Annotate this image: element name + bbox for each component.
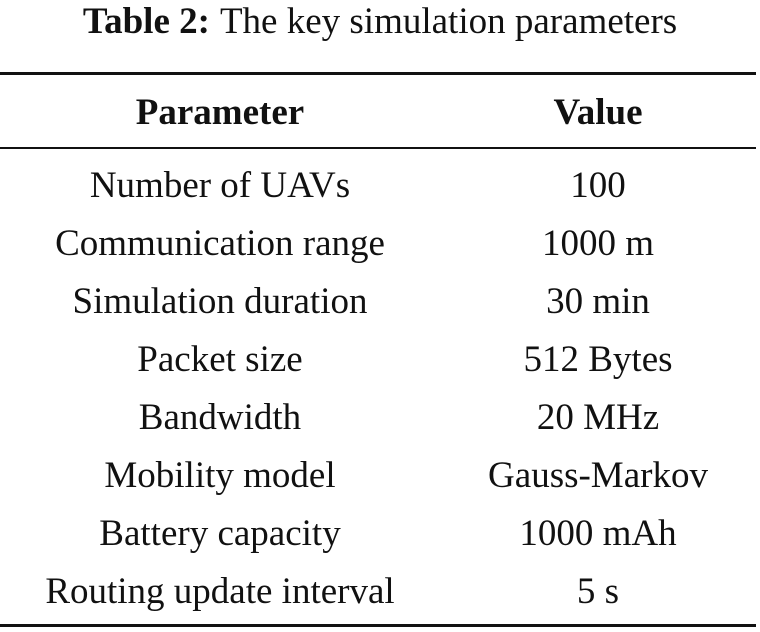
bottom-rule [0,624,756,627]
parameter-cell: Simulation duration [72,281,368,322]
table-row: Communication range 1000 m [0,215,756,273]
value-cell: Gauss-Markov [488,455,708,496]
parameter-cell: Packet size [137,339,303,380]
header-value: Value [553,92,643,133]
caption-title: The key simulation parameters [219,1,678,42]
value-cell: 512 Bytes [523,339,673,380]
value-cell: 30 min [546,281,650,322]
header-rule [0,147,756,149]
table-row: Battery capacity 1000 mAh [0,505,756,563]
table-row: Packet size 512 Bytes [0,331,756,389]
parameter-cell: Battery capacity [99,513,341,554]
table-row: Routing update interval 5 s [0,563,756,621]
parameter-cell: Number of UAVs [89,165,351,206]
table-row: Simulation duration 30 min [0,273,756,331]
value-cell: 5 s [576,571,620,612]
table-row: Mobility model Gauss-Markov [0,447,756,505]
table-caption: Table 2: The key simulation parameters [0,0,760,50]
table-row: Bandwidth 20 MHz [0,389,756,447]
parameter-cell: Communication range [55,223,385,264]
value-cell: 20 MHz [536,397,660,438]
table-row: Number of UAVs 100 [0,157,756,215]
top-rule [0,72,756,75]
parameter-cell: Mobility model [104,455,336,496]
value-cell: 1000 mAh [519,513,677,554]
value-cell: 1000 m [541,223,655,264]
header-row: Parameter Value [0,82,756,144]
parameters-table: Number of UAVs 100 Communication range 1… [0,157,756,621]
header-parameter: Parameter [135,92,305,133]
caption-label: Table 2: [82,1,210,42]
parameter-cell: Routing update interval [45,571,395,612]
value-cell: 100 [570,165,626,206]
parameter-cell: Bandwidth [138,397,302,438]
table-header: Parameter Value [0,82,756,144]
